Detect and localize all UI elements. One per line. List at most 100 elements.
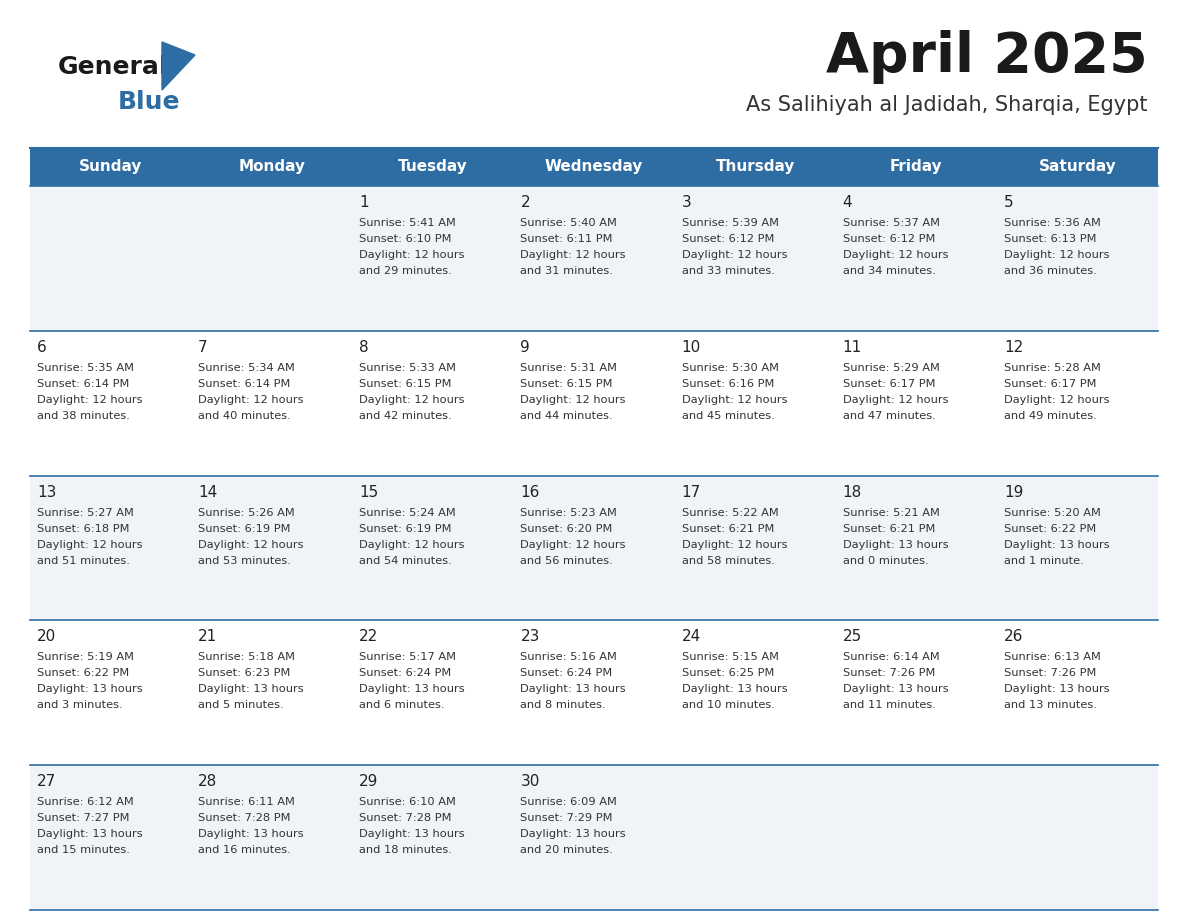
Text: 28: 28 (198, 774, 217, 789)
Text: and 45 minutes.: and 45 minutes. (682, 410, 775, 420)
Text: 13: 13 (37, 485, 56, 499)
Text: 2: 2 (520, 195, 530, 210)
Text: and 49 minutes.: and 49 minutes. (1004, 410, 1097, 420)
Text: and 15 minutes.: and 15 minutes. (37, 845, 129, 856)
Text: Sunrise: 5:27 AM: Sunrise: 5:27 AM (37, 508, 134, 518)
Bar (30, 766, 1158, 910)
Text: 6: 6 (37, 340, 46, 354)
Text: Sunrise: 5:36 AM: Sunrise: 5:36 AM (1004, 218, 1101, 228)
Text: Daylight: 13 hours: Daylight: 13 hours (520, 685, 626, 694)
Text: 7: 7 (198, 340, 208, 354)
Text: Friday: Friday (890, 160, 942, 174)
Text: 27: 27 (37, 774, 56, 789)
Text: Sunset: 7:28 PM: Sunset: 7:28 PM (198, 813, 291, 823)
Text: 3: 3 (682, 195, 691, 210)
Text: Daylight: 12 hours: Daylight: 12 hours (37, 540, 143, 550)
Bar (191, 148, 353, 186)
Text: Daylight: 12 hours: Daylight: 12 hours (682, 395, 788, 405)
Text: 22: 22 (359, 630, 379, 644)
Text: Sunrise: 5:16 AM: Sunrise: 5:16 AM (520, 653, 618, 663)
Text: Daylight: 13 hours: Daylight: 13 hours (1004, 685, 1110, 694)
Text: Sunrise: 5:15 AM: Sunrise: 5:15 AM (682, 653, 778, 663)
Bar (513, 148, 675, 186)
Text: Sunset: 6:19 PM: Sunset: 6:19 PM (359, 523, 451, 533)
Text: Sunrise: 5:19 AM: Sunrise: 5:19 AM (37, 653, 134, 663)
Text: Daylight: 12 hours: Daylight: 12 hours (1004, 250, 1110, 260)
Text: 24: 24 (682, 630, 701, 644)
Text: Sunrise: 6:09 AM: Sunrise: 6:09 AM (520, 797, 618, 807)
Text: Sunset: 6:21 PM: Sunset: 6:21 PM (842, 523, 935, 533)
Text: Sunset: 6:14 PM: Sunset: 6:14 PM (37, 379, 129, 389)
Text: Tuesday: Tuesday (398, 160, 468, 174)
Text: Sunrise: 5:41 AM: Sunrise: 5:41 AM (359, 218, 456, 228)
Text: Sunrise: 5:22 AM: Sunrise: 5:22 AM (682, 508, 778, 518)
Text: and 10 minutes.: and 10 minutes. (682, 700, 775, 711)
Text: Sunday: Sunday (78, 160, 143, 174)
Text: 1: 1 (359, 195, 369, 210)
Bar (30, 621, 1158, 766)
Bar (30, 148, 191, 186)
Text: 20: 20 (37, 630, 56, 644)
Text: Daylight: 12 hours: Daylight: 12 hours (198, 540, 304, 550)
Text: Sunset: 6:15 PM: Sunset: 6:15 PM (359, 379, 451, 389)
Text: and 6 minutes.: and 6 minutes. (359, 700, 444, 711)
Text: Sunrise: 5:40 AM: Sunrise: 5:40 AM (520, 218, 618, 228)
Text: Sunset: 6:18 PM: Sunset: 6:18 PM (37, 523, 129, 533)
Text: Sunset: 6:17 PM: Sunset: 6:17 PM (842, 379, 935, 389)
Text: Daylight: 12 hours: Daylight: 12 hours (842, 395, 948, 405)
Text: and 3 minutes.: and 3 minutes. (37, 700, 122, 711)
Text: Sunset: 7:26 PM: Sunset: 7:26 PM (1004, 668, 1097, 678)
Text: Sunrise: 5:29 AM: Sunrise: 5:29 AM (842, 363, 940, 373)
Text: Daylight: 13 hours: Daylight: 13 hours (359, 829, 465, 839)
Text: and 33 minutes.: and 33 minutes. (682, 266, 775, 276)
Bar (30, 330, 1158, 476)
Text: and 29 minutes.: and 29 minutes. (359, 266, 453, 276)
Text: Sunrise: 6:13 AM: Sunrise: 6:13 AM (1004, 653, 1101, 663)
Text: Daylight: 12 hours: Daylight: 12 hours (520, 395, 626, 405)
Text: Daylight: 13 hours: Daylight: 13 hours (198, 685, 304, 694)
Text: 15: 15 (359, 485, 379, 499)
Text: 9: 9 (520, 340, 530, 354)
Text: Sunrise: 5:18 AM: Sunrise: 5:18 AM (198, 653, 295, 663)
Text: Sunrise: 5:23 AM: Sunrise: 5:23 AM (520, 508, 618, 518)
Text: Daylight: 13 hours: Daylight: 13 hours (1004, 540, 1110, 550)
Text: Sunrise: 5:30 AM: Sunrise: 5:30 AM (682, 363, 778, 373)
Text: Sunset: 6:21 PM: Sunset: 6:21 PM (682, 523, 773, 533)
Text: and 44 minutes.: and 44 minutes. (520, 410, 613, 420)
Text: 17: 17 (682, 485, 701, 499)
Text: Sunset: 7:28 PM: Sunset: 7:28 PM (359, 813, 451, 823)
Text: and 38 minutes.: and 38 minutes. (37, 410, 129, 420)
Text: Sunrise: 5:24 AM: Sunrise: 5:24 AM (359, 508, 456, 518)
Text: Sunset: 6:23 PM: Sunset: 6:23 PM (198, 668, 291, 678)
Text: 21: 21 (198, 630, 217, 644)
Text: Daylight: 13 hours: Daylight: 13 hours (198, 829, 304, 839)
Text: Wednesday: Wednesday (545, 160, 643, 174)
Text: and 53 minutes.: and 53 minutes. (198, 555, 291, 565)
Text: Sunset: 6:22 PM: Sunset: 6:22 PM (37, 668, 129, 678)
Text: and 0 minutes.: and 0 minutes. (842, 555, 928, 565)
Text: Daylight: 12 hours: Daylight: 12 hours (359, 540, 465, 550)
Text: 10: 10 (682, 340, 701, 354)
Text: Daylight: 12 hours: Daylight: 12 hours (520, 540, 626, 550)
Text: Daylight: 13 hours: Daylight: 13 hours (359, 685, 465, 694)
Text: Daylight: 13 hours: Daylight: 13 hours (37, 685, 143, 694)
Text: and 8 minutes.: and 8 minutes. (520, 700, 606, 711)
Text: Daylight: 12 hours: Daylight: 12 hours (37, 395, 143, 405)
Text: 12: 12 (1004, 340, 1023, 354)
Text: Sunrise: 5:28 AM: Sunrise: 5:28 AM (1004, 363, 1101, 373)
Text: Saturday: Saturday (1038, 160, 1117, 174)
Text: Sunrise: 5:39 AM: Sunrise: 5:39 AM (682, 218, 778, 228)
Text: Daylight: 12 hours: Daylight: 12 hours (682, 540, 788, 550)
Text: and 16 minutes.: and 16 minutes. (198, 845, 291, 856)
Polygon shape (162, 42, 195, 90)
Text: Sunset: 6:25 PM: Sunset: 6:25 PM (682, 668, 773, 678)
Text: 30: 30 (520, 774, 539, 789)
Text: Sunset: 6:13 PM: Sunset: 6:13 PM (1004, 234, 1097, 244)
Text: Sunrise: 6:12 AM: Sunrise: 6:12 AM (37, 797, 134, 807)
Text: Sunset: 7:27 PM: Sunset: 7:27 PM (37, 813, 129, 823)
Text: Sunrise: 5:21 AM: Sunrise: 5:21 AM (842, 508, 940, 518)
Text: 18: 18 (842, 485, 862, 499)
Text: Daylight: 12 hours: Daylight: 12 hours (359, 250, 465, 260)
Text: Sunrise: 5:34 AM: Sunrise: 5:34 AM (198, 363, 295, 373)
Text: 11: 11 (842, 340, 862, 354)
